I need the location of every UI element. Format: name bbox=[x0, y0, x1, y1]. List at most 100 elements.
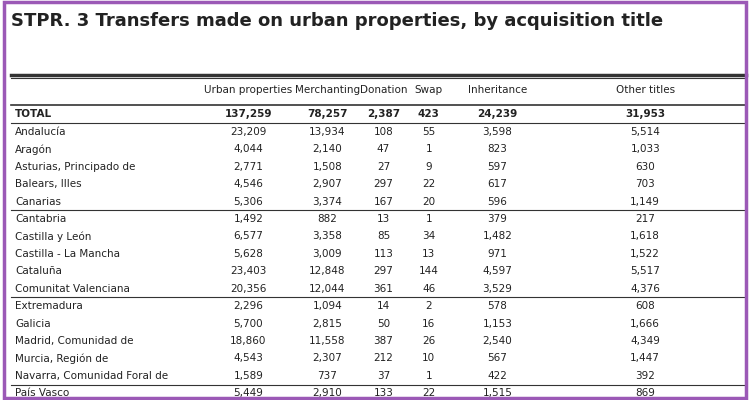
Text: 387: 387 bbox=[374, 336, 394, 346]
Text: 4,546: 4,546 bbox=[233, 179, 263, 189]
Text: Castilla - La Mancha: Castilla - La Mancha bbox=[15, 249, 120, 259]
Text: 167: 167 bbox=[374, 196, 394, 206]
Text: 1,618: 1,618 bbox=[630, 232, 660, 242]
Text: 16: 16 bbox=[422, 318, 435, 328]
Text: 1: 1 bbox=[425, 144, 432, 154]
Text: 13,934: 13,934 bbox=[309, 127, 346, 137]
Text: Castilla y León: Castilla y León bbox=[15, 231, 92, 242]
Text: 46: 46 bbox=[422, 284, 435, 294]
Text: 1: 1 bbox=[425, 214, 432, 224]
Text: 2,910: 2,910 bbox=[313, 388, 342, 398]
Text: Galicia: Galicia bbox=[15, 318, 50, 328]
Text: 823: 823 bbox=[488, 144, 508, 154]
Text: Navarra, Comunidad Foral de: Navarra, Comunidad Foral de bbox=[15, 371, 168, 381]
Text: Andalucía: Andalucía bbox=[15, 127, 67, 137]
Text: 2,771: 2,771 bbox=[233, 162, 263, 172]
Text: 1,515: 1,515 bbox=[482, 388, 512, 398]
Text: 1,589: 1,589 bbox=[233, 371, 263, 381]
Text: 133: 133 bbox=[374, 388, 394, 398]
Text: 34: 34 bbox=[422, 232, 435, 242]
Text: 4,597: 4,597 bbox=[482, 266, 512, 276]
Text: 971: 971 bbox=[488, 249, 508, 259]
Text: 3,009: 3,009 bbox=[313, 249, 342, 259]
Text: 4,543: 4,543 bbox=[233, 354, 263, 363]
Text: 31,953: 31,953 bbox=[626, 110, 665, 120]
Text: 85: 85 bbox=[377, 232, 390, 242]
Text: 5,306: 5,306 bbox=[233, 196, 263, 206]
Text: 5,700: 5,700 bbox=[233, 318, 263, 328]
Text: Cantabria: Cantabria bbox=[15, 214, 66, 224]
Text: Aragón: Aragón bbox=[15, 144, 52, 154]
Text: 3,598: 3,598 bbox=[482, 127, 512, 137]
Text: 5,514: 5,514 bbox=[630, 127, 660, 137]
Text: 297: 297 bbox=[374, 266, 394, 276]
Text: Comunitat Valenciana: Comunitat Valenciana bbox=[15, 284, 130, 294]
Text: Merchanting: Merchanting bbox=[295, 85, 360, 95]
Text: 4,044: 4,044 bbox=[233, 144, 263, 154]
Text: Asturias, Principado de: Asturias, Principado de bbox=[15, 162, 135, 172]
Text: 1,508: 1,508 bbox=[313, 162, 342, 172]
Text: 422: 422 bbox=[488, 371, 508, 381]
Text: 1,153: 1,153 bbox=[482, 318, 512, 328]
Text: 423: 423 bbox=[418, 110, 440, 120]
Text: 13: 13 bbox=[377, 214, 390, 224]
Text: 379: 379 bbox=[488, 214, 508, 224]
Text: 9: 9 bbox=[425, 162, 432, 172]
Text: 137,259: 137,259 bbox=[224, 110, 272, 120]
Text: 78,257: 78,257 bbox=[307, 110, 347, 120]
Text: Swap: Swap bbox=[415, 85, 442, 95]
Text: Urban properties: Urban properties bbox=[204, 85, 292, 95]
Text: Extremadura: Extremadura bbox=[15, 301, 82, 311]
Text: 3,374: 3,374 bbox=[312, 196, 342, 206]
Text: 3,529: 3,529 bbox=[482, 284, 512, 294]
Text: 14: 14 bbox=[377, 301, 390, 311]
Text: 2,296: 2,296 bbox=[233, 301, 263, 311]
Text: 12,044: 12,044 bbox=[309, 284, 346, 294]
Text: 2,307: 2,307 bbox=[313, 354, 342, 363]
Text: 23,209: 23,209 bbox=[230, 127, 266, 137]
Text: 18,860: 18,860 bbox=[230, 336, 266, 346]
Text: 1,666: 1,666 bbox=[630, 318, 660, 328]
Text: 1,447: 1,447 bbox=[630, 354, 660, 363]
Text: 703: 703 bbox=[635, 179, 655, 189]
Text: 882: 882 bbox=[317, 214, 338, 224]
Text: 1,094: 1,094 bbox=[313, 301, 342, 311]
Text: Cataluña: Cataluña bbox=[15, 266, 62, 276]
Text: 47: 47 bbox=[377, 144, 390, 154]
Text: 2,540: 2,540 bbox=[482, 336, 512, 346]
Text: 22: 22 bbox=[422, 179, 435, 189]
Text: 10: 10 bbox=[422, 354, 435, 363]
Text: 4,349: 4,349 bbox=[630, 336, 660, 346]
Text: 11,558: 11,558 bbox=[309, 336, 346, 346]
Text: 212: 212 bbox=[374, 354, 394, 363]
Text: 144: 144 bbox=[419, 266, 439, 276]
Text: 2,907: 2,907 bbox=[313, 179, 342, 189]
Text: Inheritance: Inheritance bbox=[468, 85, 527, 95]
Text: 24,239: 24,239 bbox=[477, 110, 518, 120]
Text: Madrid, Comunidad de: Madrid, Comunidad de bbox=[15, 336, 134, 346]
Text: 20: 20 bbox=[422, 196, 435, 206]
Text: 13: 13 bbox=[422, 249, 435, 259]
Text: 6,577: 6,577 bbox=[233, 232, 263, 242]
Text: 1,149: 1,149 bbox=[630, 196, 660, 206]
Text: 55: 55 bbox=[422, 127, 435, 137]
Text: Canarias: Canarias bbox=[15, 196, 61, 206]
Text: 2,140: 2,140 bbox=[313, 144, 342, 154]
Text: TOTAL: TOTAL bbox=[15, 110, 52, 120]
Text: 361: 361 bbox=[374, 284, 394, 294]
Text: 113: 113 bbox=[374, 249, 394, 259]
Text: 737: 737 bbox=[317, 371, 338, 381]
Text: 5,628: 5,628 bbox=[233, 249, 263, 259]
Text: STPR. 3 Transfers made on urban properties, by acquisition title: STPR. 3 Transfers made on urban properti… bbox=[11, 12, 663, 30]
Text: 596: 596 bbox=[488, 196, 508, 206]
Text: 630: 630 bbox=[635, 162, 655, 172]
Text: 108: 108 bbox=[374, 127, 394, 137]
Text: 1,522: 1,522 bbox=[630, 249, 660, 259]
Text: 23,403: 23,403 bbox=[230, 266, 266, 276]
Text: Other titles: Other titles bbox=[616, 85, 675, 95]
Text: 27: 27 bbox=[377, 162, 390, 172]
Text: 869: 869 bbox=[635, 388, 656, 398]
Text: 2,387: 2,387 bbox=[367, 110, 400, 120]
Text: 578: 578 bbox=[488, 301, 508, 311]
Text: 12,848: 12,848 bbox=[309, 266, 346, 276]
